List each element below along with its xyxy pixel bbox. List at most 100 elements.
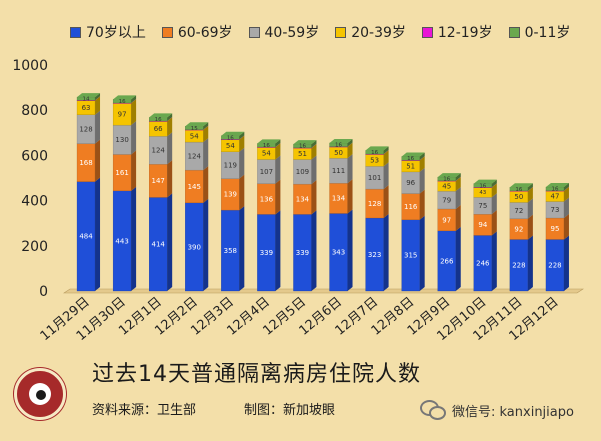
bar-side — [347, 154, 353, 184]
bar-side — [383, 214, 389, 291]
bar-side — [275, 143, 281, 148]
data-label: 54 — [190, 132, 199, 140]
data-label: 47 — [551, 193, 560, 201]
data-label: 339 — [260, 249, 273, 257]
bar-side — [527, 187, 533, 203]
bar-side — [167, 117, 173, 137]
data-label: 136 — [260, 195, 274, 203]
bar-side — [455, 204, 461, 231]
data-label: 16 — [407, 156, 414, 162]
data-label: 145 — [188, 183, 201, 191]
data-label: 16 — [479, 183, 486, 189]
chart-credits: 资料来源：卫生部 制图：新加坡眼 — [92, 399, 335, 418]
data-label: 97 — [442, 216, 451, 224]
bar-top — [509, 183, 533, 188]
bar-side — [311, 180, 317, 215]
data-label: 50 — [514, 193, 523, 201]
bar-side — [455, 176, 461, 181]
legend-swatch — [248, 26, 260, 38]
data-label: 79 — [442, 196, 451, 204]
bar-side — [275, 143, 281, 160]
data-label: 16 — [551, 187, 558, 193]
legend-item: 12-19岁 — [421, 22, 493, 42]
data-label: 116 — [404, 203, 418, 211]
bar-side — [239, 131, 245, 140]
data-label: 484 — [79, 233, 93, 241]
bar-side — [563, 235, 569, 291]
bar-side — [95, 110, 101, 144]
bar-side — [239, 135, 245, 140]
legend-swatch — [70, 26, 81, 38]
bar-side — [347, 142, 353, 147]
bar-side — [347, 138, 353, 147]
bar-side — [203, 166, 209, 203]
chart-floor — [63, 288, 584, 294]
bar-side — [527, 198, 533, 219]
bar-side — [383, 150, 389, 155]
data-label: 92 — [514, 225, 523, 233]
wechat-id: 微信号: kanxinjiapo — [452, 404, 574, 420]
bar-side — [167, 160, 173, 198]
legend-item: 20-39岁 — [335, 22, 406, 42]
bar-top — [149, 113, 173, 118]
data-label: 358 — [224, 247, 237, 255]
y-tick-label: 0 — [39, 284, 48, 300]
data-label: 16 — [119, 99, 126, 105]
bar-side — [203, 122, 209, 130]
data-label: 124 — [151, 147, 165, 155]
bar-side — [203, 138, 209, 171]
bar-side — [275, 179, 281, 215]
bar-top — [185, 122, 209, 127]
data-label: 343 — [332, 249, 345, 257]
data-label: 134 — [332, 195, 346, 203]
data-label: 228 — [512, 262, 525, 270]
bar-side — [311, 143, 317, 160]
chart-title: 过去14天普通隔离病房住院人数 — [92, 362, 421, 387]
bar-side — [131, 121, 137, 155]
bar-side — [455, 176, 461, 192]
data-label: 54 — [262, 150, 271, 158]
bar-top — [473, 179, 497, 184]
bar-side — [167, 132, 173, 165]
wechat-brand: 微信号: kanxinjiapo — [420, 400, 574, 420]
legend-swatch — [161, 26, 173, 38]
bar-side — [527, 214, 533, 240]
data-label: 66 — [154, 125, 163, 133]
data-label: 51 — [406, 162, 415, 170]
data-label: 111 — [332, 167, 345, 175]
bar-top — [401, 152, 425, 157]
bar-side — [563, 183, 569, 191]
data-label: 107 — [260, 168, 273, 176]
bar-side — [311, 140, 317, 148]
bar-side — [95, 96, 101, 115]
bar-side — [563, 197, 569, 219]
legend-item: 60-69岁 — [161, 22, 233, 42]
data-label: 75 — [478, 202, 487, 210]
data-label: 16 — [263, 143, 270, 149]
data-label: 16 — [155, 117, 162, 123]
data-label: 414 — [151, 241, 165, 249]
bar-side — [527, 186, 533, 192]
data-label: 16 — [371, 150, 378, 156]
data-label: 16 — [443, 177, 450, 183]
data-label: 109 — [296, 168, 309, 176]
data-label: 147 — [151, 177, 164, 185]
data-label: 51 — [298, 150, 307, 158]
bar-side — [491, 179, 497, 188]
logo-pupil-icon — [36, 390, 46, 400]
bar-side — [563, 214, 569, 240]
data-label: 72 — [514, 207, 523, 215]
data-label: 323 — [368, 251, 381, 259]
data-label: 161 — [115, 169, 128, 177]
bar-side — [311, 143, 317, 148]
data-label: 128 — [368, 200, 381, 208]
data-label: 16 — [299, 144, 306, 150]
bar-top — [545, 183, 569, 188]
bar-side — [491, 193, 497, 215]
bar-side — [347, 209, 353, 291]
data-label: 124 — [188, 152, 202, 160]
bar-side — [239, 174, 245, 211]
bar-side — [527, 235, 533, 291]
bar-side — [491, 183, 497, 188]
